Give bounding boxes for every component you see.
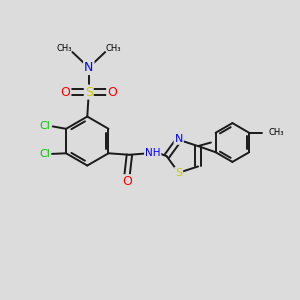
Text: O: O xyxy=(61,85,70,99)
Text: CH₃: CH₃ xyxy=(106,44,121,53)
Text: CH₃: CH₃ xyxy=(268,128,283,137)
Text: O: O xyxy=(107,85,117,99)
Text: O: O xyxy=(122,175,132,188)
Text: S: S xyxy=(175,168,182,178)
Text: NH: NH xyxy=(145,148,161,158)
Text: CH₃: CH₃ xyxy=(56,44,72,53)
Text: Cl: Cl xyxy=(39,149,50,159)
Text: N: N xyxy=(175,134,183,144)
Text: Cl: Cl xyxy=(40,122,51,131)
Text: N: N xyxy=(84,61,94,74)
Text: S: S xyxy=(85,85,93,99)
